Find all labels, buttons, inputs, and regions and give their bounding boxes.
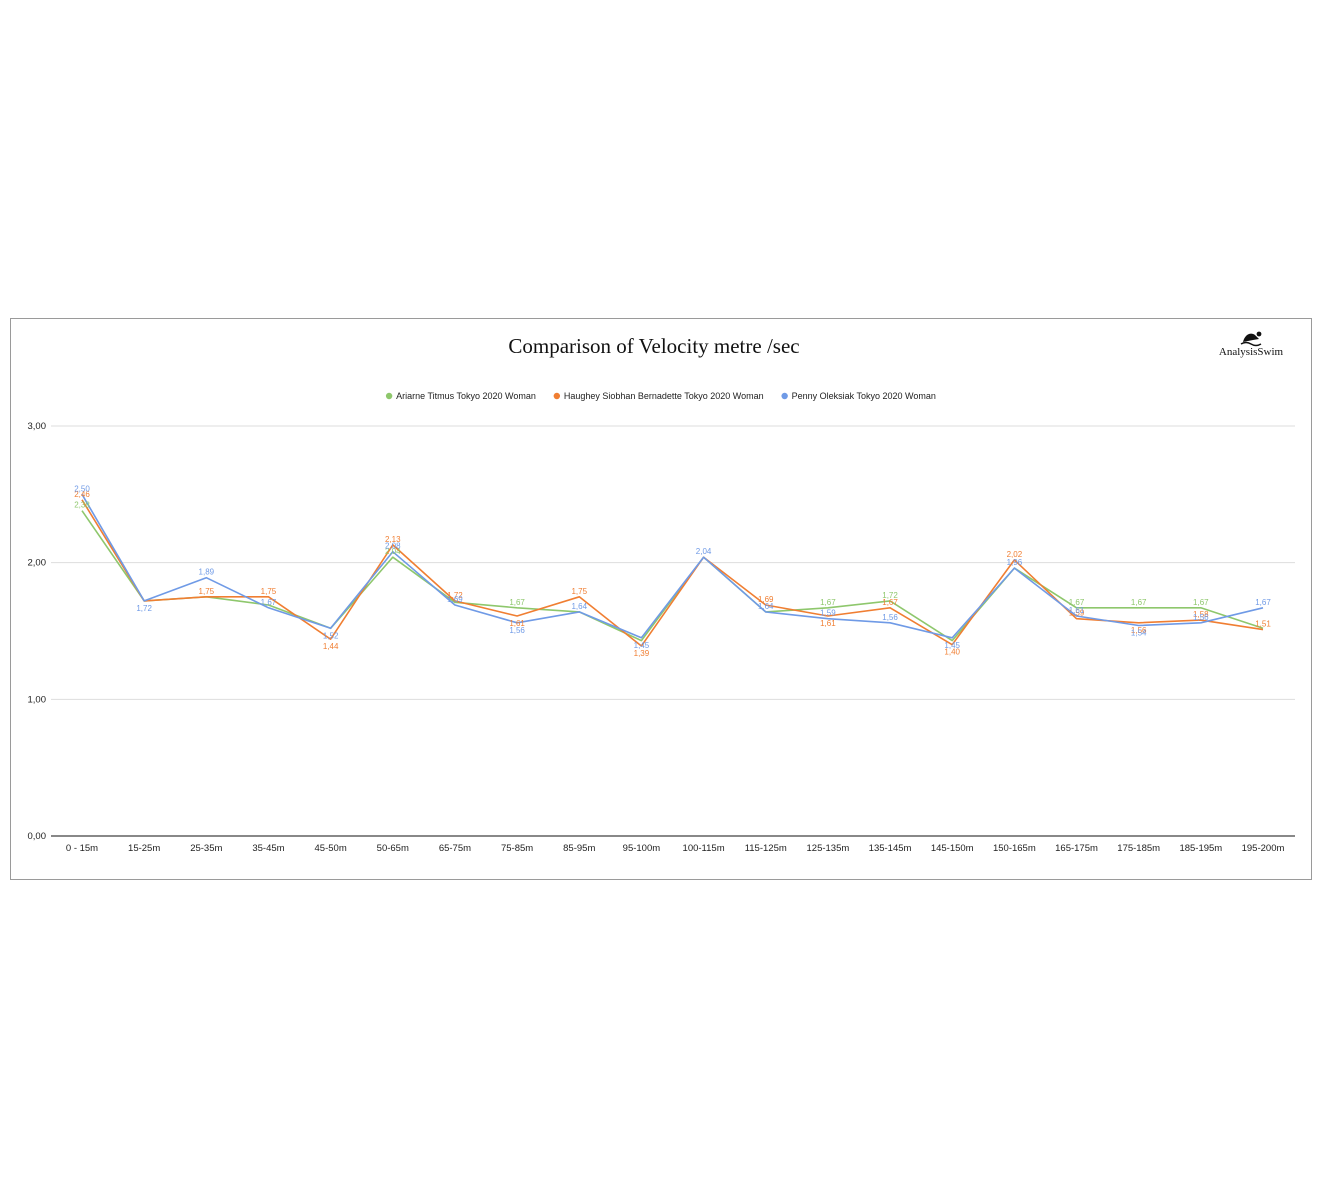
data-label: 1,56 (882, 613, 898, 622)
series-lines (81, 493, 1264, 647)
chart-title: Comparison of Velocity metre /sec (508, 334, 799, 358)
data-label: 1,45 (944, 641, 960, 650)
data-label: 1,61 (1069, 606, 1085, 615)
x-tick-label: 25-35m (190, 843, 222, 854)
logo-text: AnalysisSwim (1219, 346, 1284, 358)
series-line-1 (81, 510, 1264, 642)
data-label: 1,67 (1193, 598, 1209, 607)
x-tick-label: 185-195m (1179, 843, 1222, 854)
x-tick-label: 165-175m (1055, 843, 1098, 854)
data-label: 1,69 (758, 595, 774, 604)
data-label: 1,51 (1255, 620, 1271, 629)
x-tick-label: 50-65m (377, 843, 409, 854)
legend-label: Penny Oleksiak Tokyo 2020 Woman (792, 391, 936, 401)
data-label: 1,67 (1255, 598, 1271, 607)
x-tick-label: 115-125m (745, 843, 787, 854)
data-label: 1,61 (820, 619, 836, 628)
data-label: 1,39 (634, 649, 650, 658)
x-axis-ticks: 0 - 15m 15-25m 25-35m 35-45m 45-50m 50-65m 65-… (66, 843, 1285, 854)
grid (51, 425, 1295, 837)
legend: Ariarne Titmus Tokyo 2020 Woman Haughey S… (385, 391, 936, 401)
series-line-2 (81, 499, 1264, 647)
series-line-3 (81, 493, 1264, 639)
data-label: 1,72 (447, 591, 463, 600)
data-labels: 2,382,041,67 1,671,721,67 1,67 1,672,461,75… (74, 484, 1271, 658)
x-tick-label: 125-135m (807, 843, 850, 854)
x-tick-label: 135-145m (869, 843, 912, 854)
data-label: 1,75 (261, 587, 277, 596)
data-label: 1,75 (571, 587, 587, 596)
x-tick-label: 145-150m (931, 843, 974, 854)
x-tick-label: 100-115m (683, 843, 725, 854)
y-tick-label: 2,00 (28, 558, 47, 569)
analysisswim-logo: AnalysisSwim (1219, 331, 1284, 358)
y-tick-label: 1,00 (28, 694, 47, 705)
data-label: 1,59 (1069, 609, 1085, 618)
data-label: 1,89 (199, 568, 215, 577)
legend-label: Ariarne Titmus Tokyo 2020 Woman (396, 391, 536, 401)
data-label: 1,59 (820, 609, 836, 618)
legend-marker (781, 392, 788, 400)
data-label: 1,75 (199, 587, 215, 596)
data-label: 1,54 (1131, 629, 1147, 638)
data-label: 2,50 (74, 484, 90, 493)
data-label: 2,13 (385, 535, 401, 544)
data-label: 1,44 (323, 642, 339, 651)
legend-label: Haughey Siobhan Bernadette Tokyo 2020 Wo… (564, 391, 764, 401)
legend-marker (385, 392, 393, 400)
x-tick-label: 65-75m (439, 843, 471, 854)
y-axis-ticks: 0,00 1,00 2,00 3,00 (28, 421, 47, 842)
x-tick-label: 15-25m (128, 843, 160, 854)
x-tick-label: 35-45m (252, 843, 284, 854)
data-label: 1,64 (758, 602, 774, 611)
data-label: 1,61 (509, 619, 525, 628)
data-label: 2,04 (696, 547, 712, 556)
y-tick-label: 3,00 (28, 421, 47, 432)
x-tick-label: 85-95m (563, 843, 595, 854)
data-label: 2,04 (385, 547, 401, 556)
data-label: 1,67 (261, 598, 277, 607)
x-tick-label: 150-165m (993, 843, 1036, 854)
velocity-chart: Comparison of Velocity metre /sec Analys… (28, 331, 1295, 854)
x-tick-label: 75-85m (501, 843, 533, 854)
data-label: 1,56 (1131, 626, 1147, 635)
x-tick-label: 95-100m (623, 843, 661, 854)
data-label: 1,45 (634, 641, 650, 650)
data-label: 1,67 (882, 598, 898, 607)
legend-item: Haughey Siobhan Bernadette Tokyo 2020 Wo… (553, 391, 764, 401)
data-label: 1,96 (1007, 558, 1023, 567)
chart-frame: Comparison of Velocity metre /sec Analys… (10, 318, 1312, 880)
x-tick-label: 0 - 15m (66, 843, 98, 854)
data-label: 1,67 (1131, 598, 1147, 607)
data-label: 1,58 (1193, 610, 1209, 619)
data-label: 1,40 (944, 648, 960, 657)
swimmer-icon (1240, 331, 1262, 347)
data-label: 2,38 (74, 501, 90, 510)
data-label: 1,64 (571, 602, 587, 611)
data-label: 2,08 (385, 542, 401, 551)
data-label: 1,56 (1193, 613, 1209, 622)
data-label: 1,72 (136, 604, 152, 613)
legend-item: Ariarne Titmus Tokyo 2020 Woman (385, 391, 536, 401)
legend-item: Penny Oleksiak Tokyo 2020 Woman (781, 391, 936, 401)
data-label: 1,67 (509, 598, 525, 607)
data-label: 1,69 (447, 595, 463, 604)
data-label: 2,02 (1007, 550, 1023, 559)
x-tick-label: 45-50m (315, 843, 347, 854)
x-tick-label: 175-185m (1117, 843, 1160, 854)
x-tick-label: 195-200m (1242, 843, 1285, 854)
data-label: 1,56 (509, 626, 525, 635)
y-tick-label: 0,00 (28, 831, 47, 842)
data-label: 1,72 (882, 591, 898, 600)
data-label: 1,52 (323, 631, 339, 640)
data-label: 1,67 (1069, 598, 1085, 607)
data-label: 1,67 (820, 598, 836, 607)
legend-marker (553, 392, 561, 400)
data-label: 2,46 (74, 490, 90, 499)
